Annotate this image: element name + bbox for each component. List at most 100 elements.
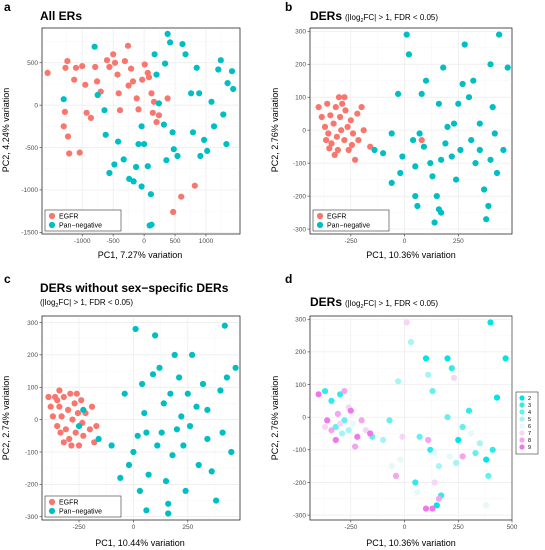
data-point — [129, 78, 137, 85]
data-point — [414, 489, 421, 496]
y-tick-label: 100 — [27, 385, 38, 392]
data-point — [87, 114, 94, 121]
plot-area — [41, 27, 241, 235]
data-point — [143, 507, 150, 514]
data-point — [215, 66, 222, 73]
y-tick-label: -300 — [25, 514, 38, 521]
legend: EGFR Pan−negative — [44, 209, 122, 232]
data-point — [130, 178, 137, 185]
data-point — [62, 426, 69, 433]
data-point — [158, 429, 165, 436]
data-point — [201, 136, 208, 143]
data-point — [416, 433, 423, 440]
data-point — [64, 58, 71, 65]
data-point — [101, 107, 108, 114]
data-point — [176, 374, 183, 381]
x-tick-label: 250 — [182, 524, 193, 531]
data-point — [189, 129, 197, 136]
legend-label: Pan−negative — [59, 509, 102, 516]
data-point — [459, 80, 466, 88]
y-tick-label: -100 — [293, 160, 306, 167]
data-point — [429, 173, 436, 180]
data-point — [80, 406, 87, 413]
data-point — [153, 71, 160, 78]
data-point — [476, 120, 483, 127]
series-6 — [349, 420, 490, 509]
data-point — [349, 130, 357, 137]
legend-label: 9 — [528, 445, 531, 451]
data-point — [44, 69, 51, 76]
data-point — [182, 487, 189, 494]
data-point — [341, 417, 348, 424]
data-point — [444, 355, 451, 362]
data-point — [337, 420, 344, 427]
data-point — [58, 413, 65, 420]
data-point — [120, 156, 127, 163]
y-tick-label: 300 — [295, 317, 306, 324]
data-point — [135, 141, 142, 148]
series-pan-negative — [75, 322, 239, 517]
data-point — [135, 106, 142, 113]
data-point — [344, 123, 351, 130]
data-point — [334, 410, 341, 417]
x-axis-title: PC1, 10.36% variation — [366, 538, 456, 548]
legend-box — [312, 209, 390, 232]
data-point — [431, 219, 438, 226]
data-point — [141, 141, 148, 148]
data-point — [360, 127, 367, 134]
data-point — [111, 59, 119, 66]
panel-subtitle: (|log — [345, 299, 360, 308]
x-tick-label: -250 — [344, 524, 357, 531]
data-point — [321, 423, 329, 431]
data-point — [199, 380, 207, 388]
data-point — [145, 471, 152, 478]
data-point — [54, 397, 61, 404]
data-point — [431, 450, 438, 457]
data-point — [165, 510, 172, 517]
y-axis-title: PC2, 2.74% variation — [1, 376, 11, 461]
data-point — [331, 151, 338, 158]
data-point — [217, 387, 224, 394]
data-point — [65, 406, 72, 413]
data-point — [217, 57, 224, 64]
y-tick-label: -100 — [293, 447, 306, 454]
data-point — [108, 442, 115, 449]
data-point — [358, 417, 365, 424]
data-point — [134, 432, 141, 439]
legend-key — [316, 221, 324, 229]
data-point — [386, 417, 393, 424]
data-point — [71, 76, 78, 83]
y-tick-label: -300 — [293, 512, 306, 519]
data-point — [468, 137, 475, 144]
data-point — [45, 393, 52, 401]
y-tick-label: 100 — [295, 95, 306, 102]
data-point — [57, 429, 64, 436]
data-point — [93, 423, 100, 430]
y-tick-label: 200 — [27, 352, 38, 359]
data-point — [321, 388, 329, 395]
data-point — [448, 153, 455, 160]
y-tick-label: 200 — [295, 349, 306, 356]
panel-a: a All ERs -1000 -500 0 500 1000 -1500 -1000 -500 0… — [1, 0, 241, 260]
data-point — [397, 169, 404, 177]
data-point — [208, 98, 215, 105]
data-point — [500, 146, 507, 154]
legend-label: 5 — [528, 417, 531, 423]
data-point — [171, 351, 178, 358]
panel-subtitle: (|log — [345, 13, 360, 22]
data-point — [450, 374, 458, 382]
data-point — [433, 502, 440, 509]
legend-key — [519, 409, 525, 415]
data-point — [128, 65, 135, 72]
legend: EGFR Pan−negative — [44, 495, 122, 518]
data-point — [130, 448, 137, 456]
data-point — [66, 150, 73, 157]
data-point — [136, 487, 143, 494]
data-point — [60, 439, 67, 446]
data-point — [444, 414, 451, 421]
data-point — [80, 432, 87, 439]
legend-key — [519, 402, 525, 408]
data-point — [49, 413, 57, 420]
data-point — [472, 160, 479, 167]
data-point — [224, 80, 231, 87]
